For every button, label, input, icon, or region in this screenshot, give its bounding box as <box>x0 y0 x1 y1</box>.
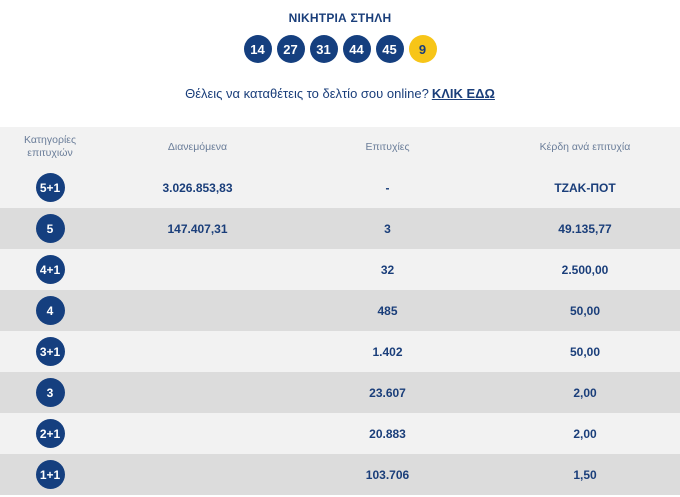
winners-cell: 20.883 <box>369 426 406 441</box>
table-row: 3+1 1.402 50,00 <box>0 331 680 372</box>
table-row: 4+1 32 2.500,00 <box>0 249 680 290</box>
table-row: 5+1 3.026.853,83 - ΤΖΑΚ-ΠΟΤ <box>0 167 680 208</box>
category-badge: 1+1 <box>35 460 65 489</box>
table-header: Κατηγορίες επιτυχιών Διανεμόμενα Επιτυχί… <box>0 127 680 167</box>
table-row: 3 23.607 2,00 <box>0 372 680 413</box>
winners-cell: 1.402 <box>372 344 403 359</box>
category-badge: 3 <box>35 378 65 407</box>
click-here-link[interactable]: ΚΛΙΚ ΕΔΩ <box>431 86 495 101</box>
header-category: Κατηγορίες επιτυχιών <box>0 134 100 160</box>
category-badge: 5 <box>35 214 65 243</box>
distributed-cell: 3.026.853,83 <box>162 180 233 195</box>
category-badge: 4+1 <box>35 255 65 284</box>
winners-cell: - <box>385 180 390 195</box>
header-winners: Επιτυχίες <box>365 141 410 153</box>
prize-cell: 2,00 <box>573 385 597 400</box>
results-table: Κατηγορίες επιτυχιών Διανεμόμενα Επιτυχί… <box>0 127 680 495</box>
winners-cell: 32 <box>380 262 395 277</box>
winners-cell: 103.706 <box>365 467 410 482</box>
category-badge: 2+1 <box>35 419 65 448</box>
category-badge: 5+1 <box>35 173 65 202</box>
table-row: 5 147.407,31 3 49.135,77 <box>0 208 680 249</box>
winning-number-ball: 27 <box>276 35 305 63</box>
header-category-line2: επιτυχιών <box>27 147 73 159</box>
distributed-cell: 147.407,31 <box>167 221 228 236</box>
prize-cell: 2.500,00 <box>561 262 609 277</box>
table-row: 1+1 103.706 1,50 <box>0 454 680 495</box>
category-badge: 4 <box>35 296 65 325</box>
winning-number-ball: 45 <box>375 35 404 63</box>
winners-cell: 3 <box>384 221 391 236</box>
prize-cell: 50,00 <box>569 344 601 359</box>
promo-text: Θέλεις να καταθέτεις το δελτίο σου onlin… <box>185 86 429 101</box>
winning-number-ball: 14 <box>243 35 272 63</box>
table-row: 4 485 50,00 <box>0 290 680 331</box>
category-badge: 3+1 <box>35 337 65 366</box>
header-category-line1: Κατηγορίες <box>23 134 77 146</box>
prize-cell: 2,00 <box>573 426 597 441</box>
header-distributed: Διανεμόμενα <box>167 141 228 153</box>
winning-number-ball: 31 <box>309 35 338 63</box>
joker-number-ball: 9 <box>408 35 437 63</box>
table-row: 2+1 20.883 2,00 <box>0 413 680 454</box>
prize-cell: 49.135,77 <box>558 221 612 236</box>
winning-numbers: 14 27 31 44 45 9 <box>0 35 680 63</box>
header-prize: Κέρδη ανά επιτυχία <box>539 141 631 153</box>
prize-cell: 50,00 <box>569 303 601 318</box>
prize-cell: ΤΖΑΚ-ΠΟΤ <box>554 180 616 195</box>
prize-cell: 1,50 <box>573 467 597 482</box>
winning-number-ball: 44 <box>342 35 371 63</box>
online-promo: Θέλεις να καταθέτεις το δελτίο σου onlin… <box>0 86 680 101</box>
winning-column-title: ΝΙΚΗΤΡΙΑ ΣΤΗΛΗ <box>288 11 392 25</box>
winners-cell: 23.607 <box>369 385 406 400</box>
winners-cell: 485 <box>377 303 398 318</box>
